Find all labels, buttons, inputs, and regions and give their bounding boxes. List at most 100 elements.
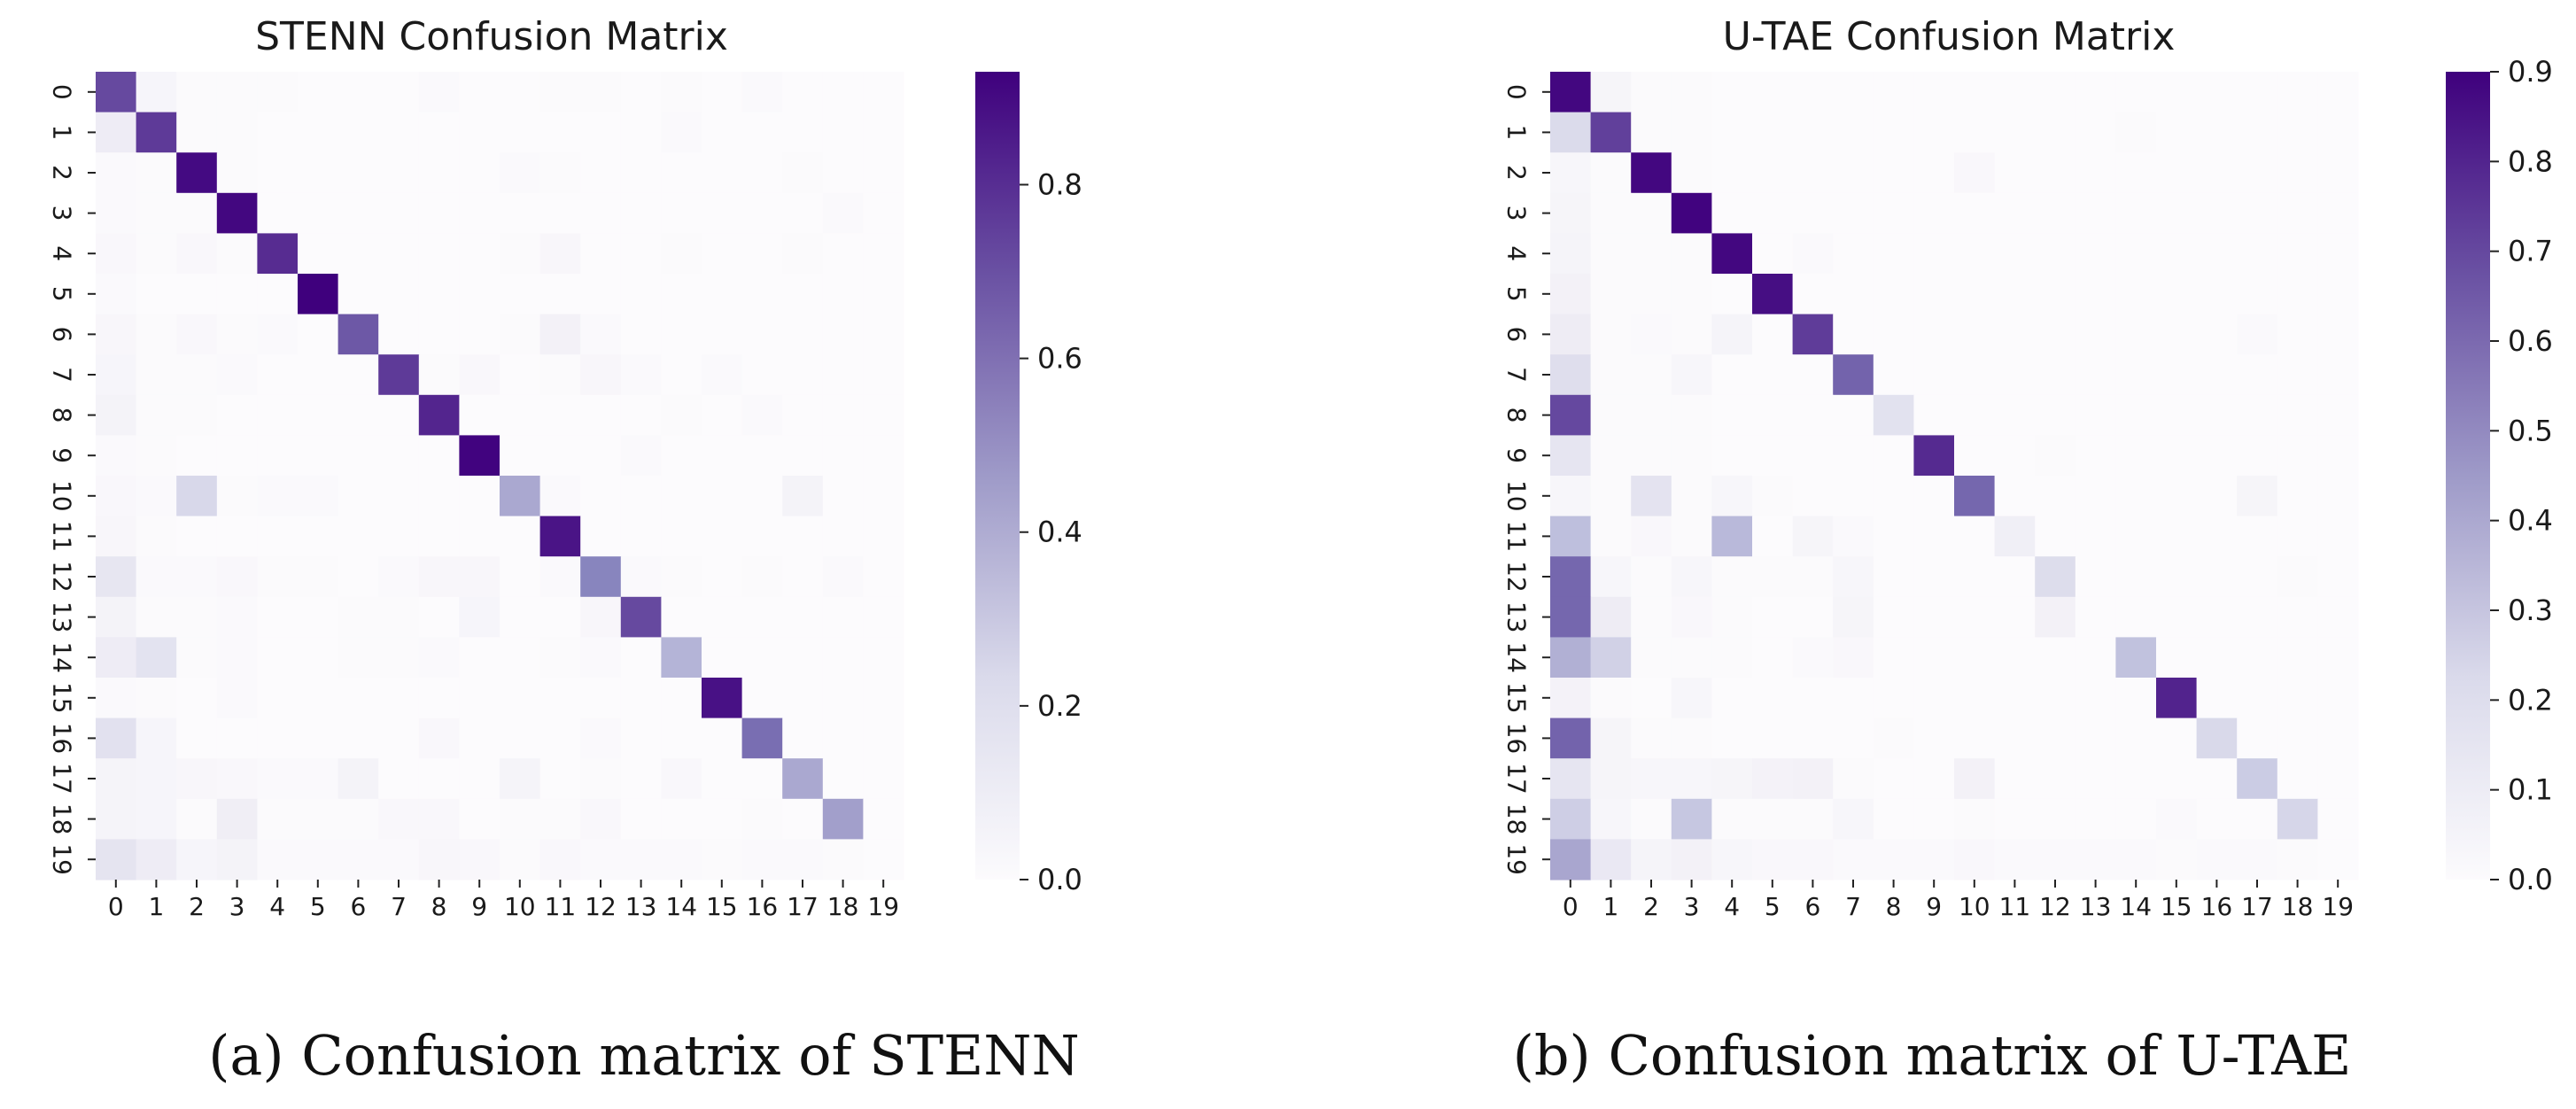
heatmap-cell — [2277, 596, 2318, 638]
x-tick-label: 11 — [1999, 892, 2031, 921]
heatmap-cell — [2196, 596, 2238, 638]
heatmap-cell — [298, 435, 339, 477]
heatmap-cell — [1954, 394, 1996, 436]
y-tick-label: 17 — [48, 763, 77, 795]
heatmap-cell — [782, 596, 824, 638]
heatmap-cell — [378, 314, 420, 355]
heatmap-cell — [418, 72, 460, 113]
heatmap-cell — [459, 435, 500, 477]
heatmap-cell — [661, 637, 702, 679]
heatmap-cell — [2035, 717, 2076, 759]
heatmap-cell — [2115, 678, 2157, 719]
heatmap-cell — [338, 678, 379, 719]
heatmap-cell — [741, 394, 783, 436]
heatmap-cell — [620, 839, 662, 880]
x-tick-label: 1 — [148, 892, 164, 921]
heatmap-cell — [1631, 637, 1672, 679]
heatmap-cell — [782, 152, 824, 194]
heatmap-cell — [2075, 678, 2116, 719]
chart-title-1: U-TAE Confusion Matrix — [1723, 14, 2176, 59]
heatmap-cell — [863, 758, 904, 800]
heatmap-cell — [1873, 678, 1914, 719]
heatmap-cell — [1631, 435, 1672, 477]
heatmap-cell — [459, 152, 500, 194]
heatmap-cell — [96, 798, 137, 840]
heatmap-cell — [782, 112, 824, 153]
heatmap-cell — [2237, 112, 2278, 153]
heatmap-cell — [1711, 112, 1753, 153]
x-tick-label: 4 — [1724, 892, 1740, 921]
heatmap-cell — [338, 516, 379, 557]
heatmap-cell — [136, 637, 177, 679]
heatmap-cell — [1833, 233, 1874, 275]
heatmap-cell — [620, 274, 662, 315]
heatmap-cell — [1792, 596, 1834, 638]
heatmap-cell — [2156, 839, 2198, 880]
heatmap-cell — [378, 72, 420, 113]
heatmap-cell — [702, 839, 743, 880]
heatmap-cell — [96, 314, 137, 355]
heatmap-cell — [1954, 839, 1996, 880]
heatmap-cell — [539, 354, 581, 396]
heatmap-cell — [2196, 192, 2238, 234]
heatmap-cell — [338, 435, 379, 477]
heatmap-cell — [620, 717, 662, 759]
heatmap-cell — [338, 596, 379, 638]
heatmap-cell — [2075, 72, 2116, 113]
heatmap-cell — [620, 354, 662, 396]
heatmap-cell — [2237, 152, 2278, 194]
heatmap-cell — [1913, 596, 1955, 638]
heatmap-cell — [580, 354, 622, 396]
heatmap-cell — [2277, 394, 2318, 436]
heatmap-cell — [1550, 637, 1592, 679]
heatmap-cell — [2075, 314, 2116, 355]
y-tick-label: 19 — [48, 843, 77, 875]
y-tick-label: 13 — [1502, 601, 1532, 633]
heatmap-cell — [136, 233, 177, 275]
heatmap-cell — [2115, 556, 2157, 598]
heatmap-cell — [2237, 233, 2278, 275]
heatmap-cell — [863, 516, 904, 557]
heatmap-cell — [1994, 556, 2036, 598]
heatmap-cell — [1792, 556, 1834, 598]
heatmap-cell — [257, 152, 299, 194]
heatmap-cell — [1550, 152, 1592, 194]
heatmap-cell — [378, 637, 420, 679]
heatmap-cell — [2156, 314, 2198, 355]
colorbar-tick-label: 0.1 — [2508, 773, 2553, 807]
heatmap-cell — [1833, 678, 1874, 719]
heatmap-cell — [741, 556, 783, 598]
heatmap-cell — [863, 72, 904, 113]
heatmap-cell — [1792, 798, 1834, 840]
heatmap-cell — [702, 314, 743, 355]
heatmap-cell — [2317, 717, 2359, 759]
heatmap-cell — [1913, 72, 1955, 113]
heatmap-cell — [1994, 596, 2036, 638]
heatmap-cell — [1994, 798, 2036, 840]
caption-a: (a) Confusion matrix of STENN — [208, 1023, 1080, 1088]
heatmap-cell — [378, 717, 420, 759]
heatmap-cell — [1590, 596, 1632, 638]
heatmap-cell — [1550, 72, 1592, 113]
heatmap-cell — [1752, 798, 1794, 840]
heatmap-cell — [822, 354, 864, 396]
x-tick-label: 15 — [2161, 892, 2192, 921]
y-tick-label: 19 — [1502, 843, 1532, 875]
heatmap-cell — [1631, 233, 1672, 275]
heatmap-cell — [298, 798, 339, 840]
heatmap-cell — [1590, 233, 1632, 275]
heatmap-cell — [1994, 717, 2036, 759]
x-tick-label: 5 — [310, 892, 326, 921]
heatmap-cell — [863, 717, 904, 759]
heatmap-cell — [2075, 274, 2116, 315]
y-tick-label: 8 — [48, 407, 77, 423]
heatmap-cell — [661, 394, 702, 436]
heatmap-cell — [2237, 314, 2278, 355]
heatmap-cell — [782, 354, 824, 396]
heatmap-cell — [1873, 394, 1914, 436]
heatmap-cell — [257, 596, 299, 638]
heatmap-cell — [661, 476, 702, 517]
heatmap-cell — [216, 112, 258, 153]
heatmap-cell — [822, 314, 864, 355]
heatmap-cell — [822, 798, 864, 840]
